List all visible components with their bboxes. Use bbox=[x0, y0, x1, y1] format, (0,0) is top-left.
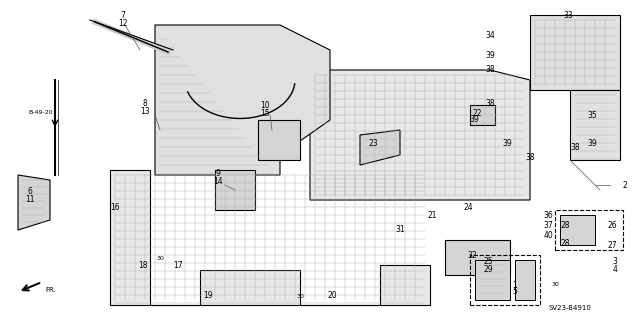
Text: 34: 34 bbox=[485, 31, 495, 40]
Text: 38: 38 bbox=[485, 99, 495, 108]
Polygon shape bbox=[530, 15, 620, 90]
Polygon shape bbox=[310, 70, 530, 200]
Text: 29: 29 bbox=[483, 265, 493, 275]
Text: 4: 4 bbox=[612, 265, 618, 275]
Polygon shape bbox=[445, 240, 510, 275]
Text: 20: 20 bbox=[327, 292, 337, 300]
Text: 39: 39 bbox=[469, 115, 479, 124]
Text: 38: 38 bbox=[525, 153, 535, 162]
Text: 24: 24 bbox=[463, 203, 473, 211]
Text: 1: 1 bbox=[513, 280, 517, 290]
Text: 36: 36 bbox=[543, 211, 553, 219]
Text: 23: 23 bbox=[368, 138, 378, 147]
Text: 22: 22 bbox=[472, 108, 482, 117]
Text: 30: 30 bbox=[296, 293, 304, 299]
Text: 38: 38 bbox=[570, 144, 580, 152]
Text: SV23-B4910: SV23-B4910 bbox=[548, 305, 591, 311]
Text: 26: 26 bbox=[607, 220, 617, 229]
Text: 5: 5 bbox=[513, 287, 517, 296]
Text: 33: 33 bbox=[563, 11, 573, 19]
Text: 39: 39 bbox=[587, 138, 597, 147]
Polygon shape bbox=[515, 260, 535, 300]
Text: 31: 31 bbox=[395, 226, 405, 234]
Text: 25: 25 bbox=[483, 257, 493, 266]
Polygon shape bbox=[560, 215, 595, 245]
Polygon shape bbox=[18, 175, 50, 230]
Polygon shape bbox=[155, 25, 330, 175]
Text: 35: 35 bbox=[587, 110, 597, 120]
Text: 9: 9 bbox=[216, 168, 220, 177]
Text: 40: 40 bbox=[543, 231, 553, 240]
Text: 7: 7 bbox=[120, 11, 125, 19]
Text: 14: 14 bbox=[213, 176, 223, 186]
Polygon shape bbox=[360, 130, 400, 165]
Text: 12: 12 bbox=[118, 19, 128, 27]
Text: 27: 27 bbox=[607, 241, 617, 249]
Text: 2: 2 bbox=[623, 181, 627, 189]
Text: 39: 39 bbox=[485, 50, 495, 60]
Text: 38: 38 bbox=[485, 65, 495, 75]
Polygon shape bbox=[215, 170, 255, 210]
Text: 32: 32 bbox=[467, 250, 477, 259]
Text: 18: 18 bbox=[138, 261, 148, 270]
Text: 10: 10 bbox=[260, 100, 270, 109]
Text: 19: 19 bbox=[203, 292, 213, 300]
Text: B-49-20: B-49-20 bbox=[28, 109, 52, 115]
Text: 28: 28 bbox=[560, 239, 570, 248]
Text: 17: 17 bbox=[173, 261, 183, 270]
Polygon shape bbox=[110, 170, 430, 305]
Polygon shape bbox=[470, 105, 495, 125]
Text: 28: 28 bbox=[560, 220, 570, 229]
Text: 16: 16 bbox=[110, 203, 120, 211]
Polygon shape bbox=[475, 260, 510, 300]
Text: 3: 3 bbox=[612, 257, 618, 266]
Text: 21: 21 bbox=[428, 211, 436, 219]
Polygon shape bbox=[570, 90, 620, 160]
Text: 13: 13 bbox=[140, 107, 150, 115]
Text: 8: 8 bbox=[143, 99, 147, 108]
Text: 15: 15 bbox=[260, 108, 270, 117]
Text: 30: 30 bbox=[156, 256, 164, 261]
Text: 30: 30 bbox=[551, 283, 559, 287]
Text: 37: 37 bbox=[543, 220, 553, 229]
Polygon shape bbox=[258, 120, 300, 160]
Text: 39: 39 bbox=[502, 138, 512, 147]
Text: FR.: FR. bbox=[45, 287, 56, 293]
Text: 6: 6 bbox=[28, 188, 33, 197]
Text: 11: 11 bbox=[25, 196, 35, 204]
